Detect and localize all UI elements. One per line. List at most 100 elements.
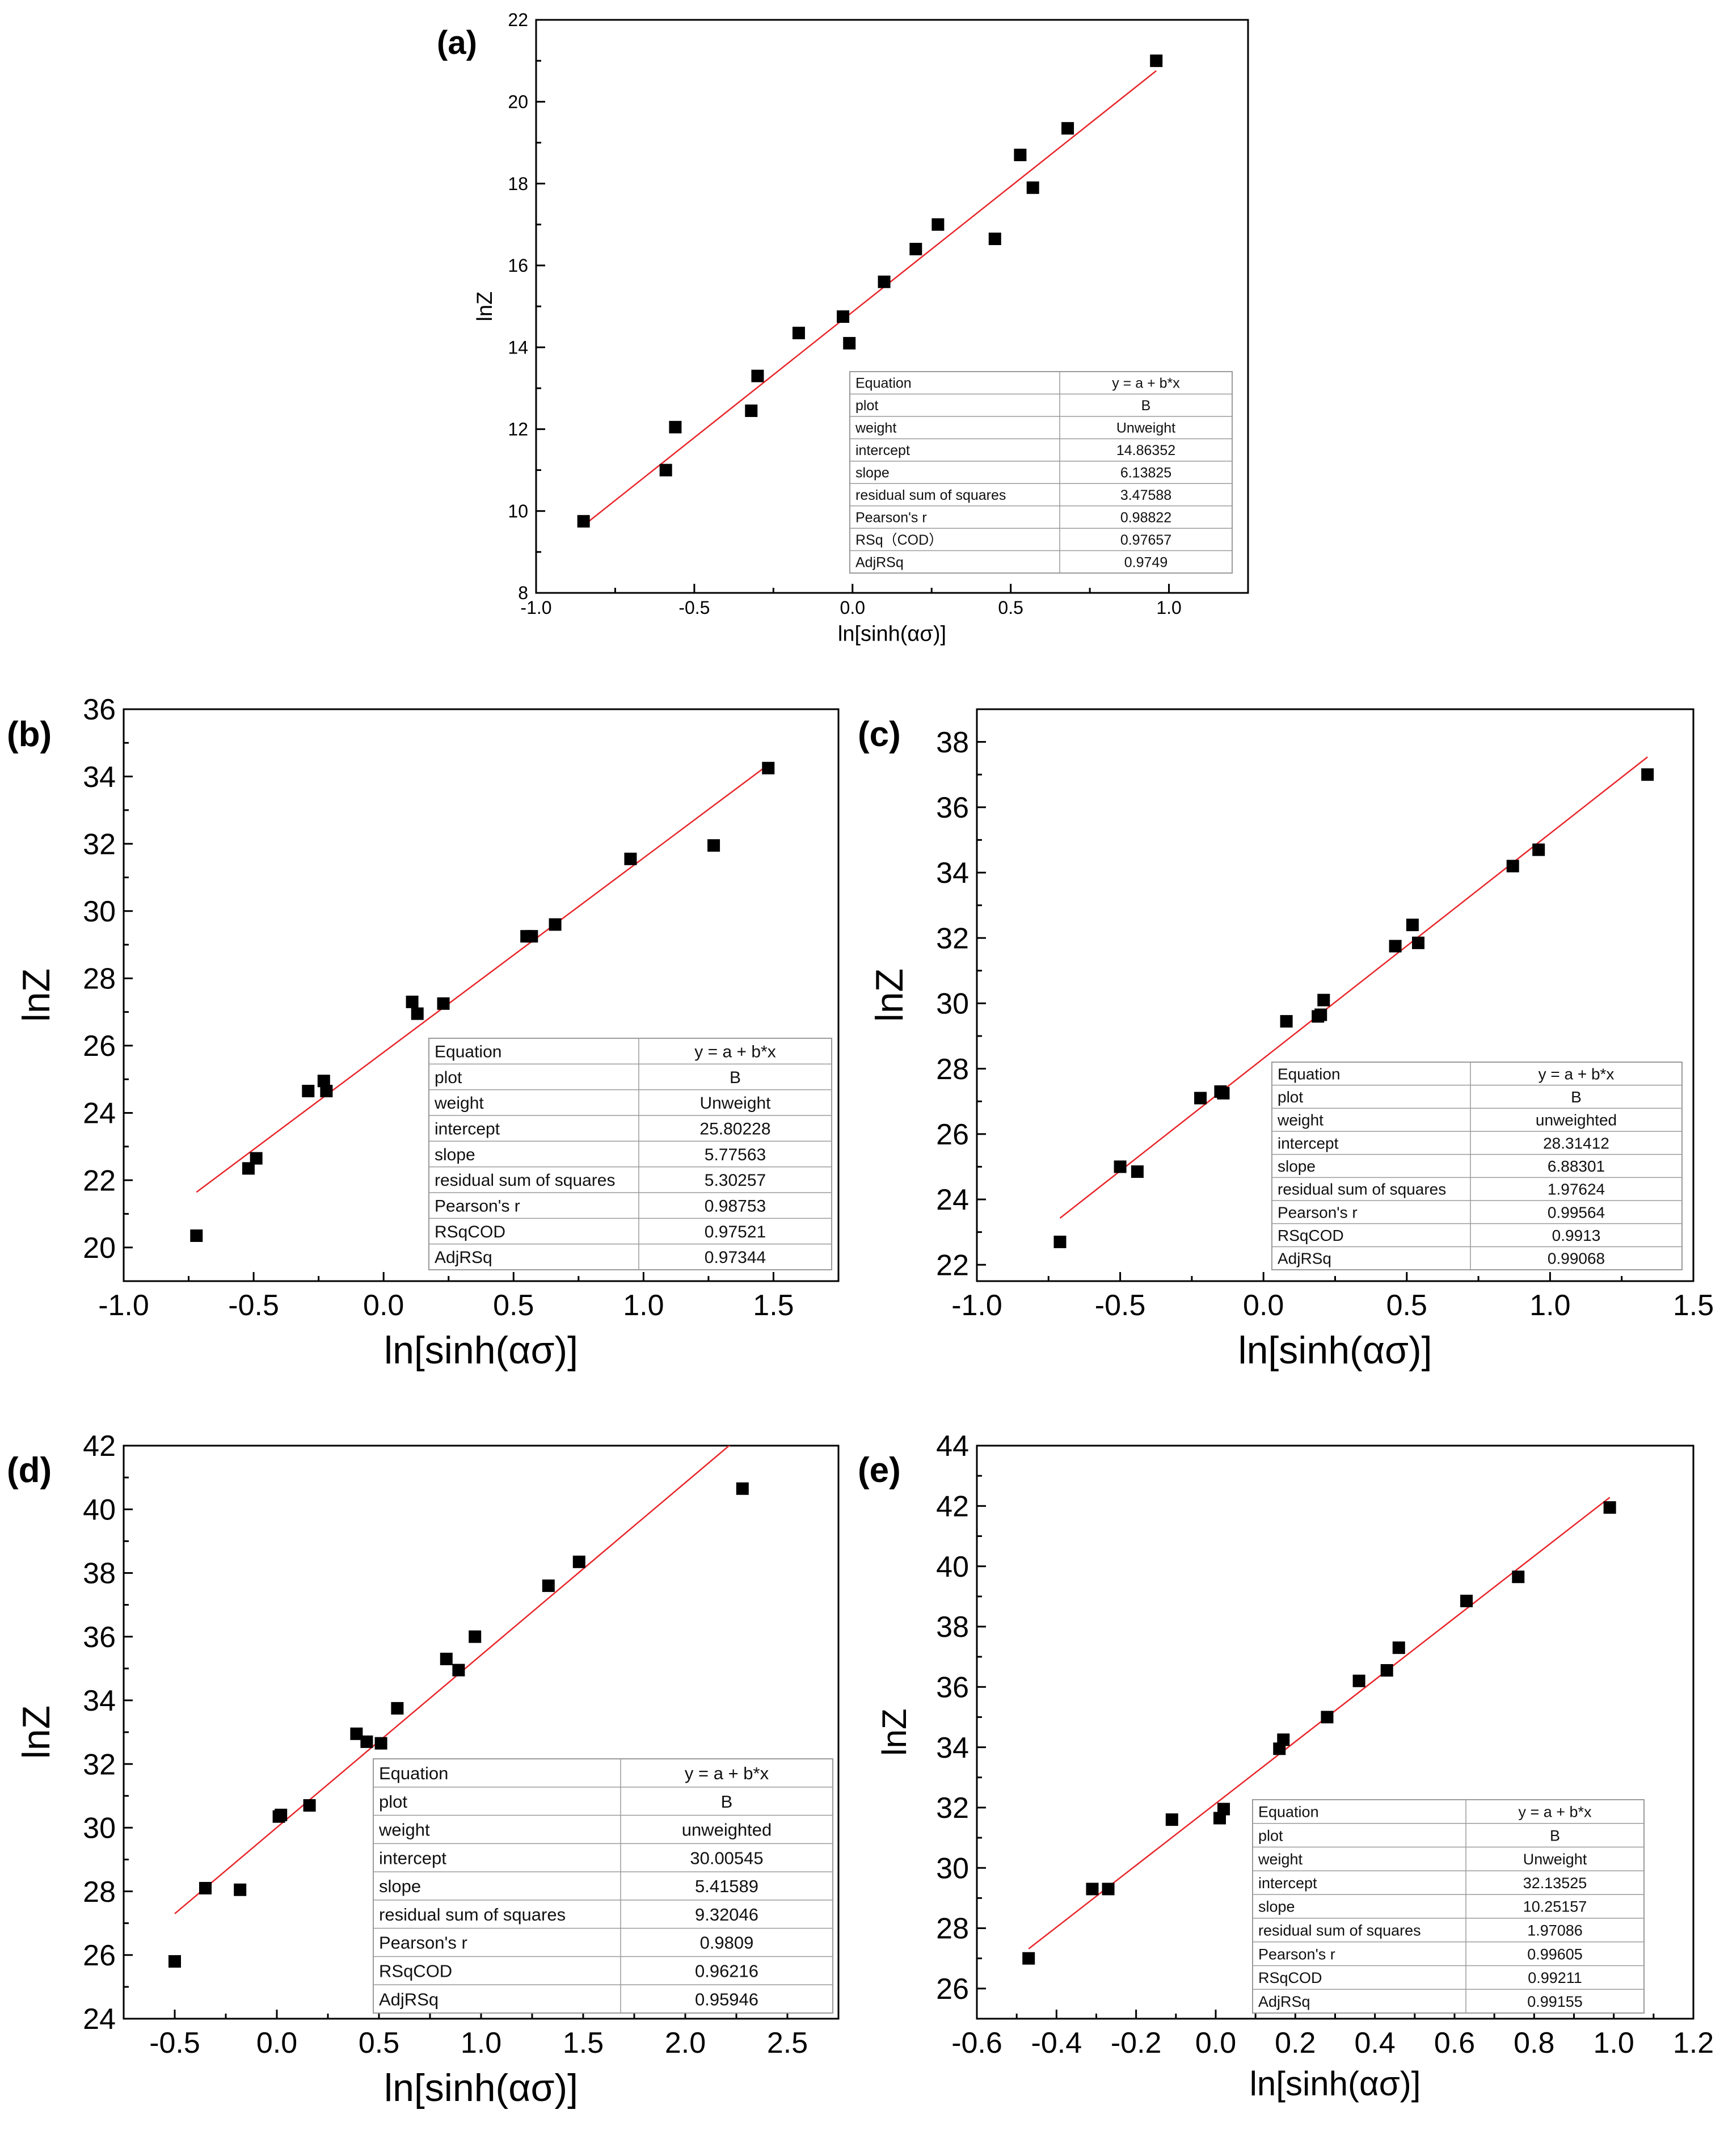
- stats-table-value: 5.30257: [705, 1171, 766, 1190]
- stats-table-value: 32.13525: [1523, 1875, 1587, 1892]
- stats-table-value: 30.00545: [690, 1848, 763, 1868]
- data-point: [669, 420, 682, 433]
- data-point: [452, 1664, 465, 1677]
- data-point: [469, 1630, 482, 1643]
- data-point: [1406, 919, 1419, 932]
- data-point: [707, 839, 720, 852]
- x-tick-label: 2.5: [767, 2027, 808, 2060]
- x-tick-label: 0.5: [1386, 1289, 1427, 1322]
- stats-table-value: 0.99155: [1527, 1993, 1583, 2010]
- y-tick-label: 20: [508, 91, 528, 112]
- stats-table-key: AdjRSq: [379, 1989, 439, 2009]
- data-point: [659, 464, 672, 477]
- y-tick-label: 10: [508, 501, 528, 521]
- x-tick-label: 0.2: [1275, 2027, 1316, 2060]
- stats-table-key: plot: [379, 1792, 407, 1812]
- data-point: [1277, 1733, 1290, 1746]
- stats-table-value: 0.98822: [1120, 509, 1171, 525]
- stats-table-key: intercept: [435, 1119, 500, 1138]
- y-tick-label: 22: [936, 1249, 969, 1282]
- y-tick-label: 44: [936, 1430, 969, 1463]
- y-tick-label: 38: [936, 726, 969, 759]
- x-tick-label: 1.2: [1673, 2027, 1714, 2060]
- stats-table-key: weight: [378, 1820, 430, 1840]
- data-point: [751, 369, 764, 382]
- data-point: [374, 1737, 387, 1750]
- stats-table-key: RSqCOD: [435, 1223, 505, 1241]
- data-point: [1506, 860, 1519, 873]
- stats-table-value: 0.97521: [705, 1223, 766, 1241]
- stats-table-value: 0.97657: [1120, 532, 1171, 548]
- y-tick-label: 26: [83, 1939, 116, 1972]
- y-tick-label: 30: [83, 895, 116, 928]
- y-tick-label: 30: [83, 1812, 116, 1845]
- stats-table-key: AdjRSq: [855, 554, 904, 570]
- y-tick-label: 38: [83, 1557, 116, 1590]
- data-point: [572, 1555, 585, 1568]
- data-point: [1352, 1674, 1365, 1687]
- chart-panel-e: -0.6 -0.4 -0.2 0.0 0.2 0.4 0.6 0.8 1.0 1.2 26 28 30 3…: [858, 1430, 1714, 2103]
- data-point: [1165, 1813, 1178, 1826]
- stats-table-key: Pearson's r: [855, 509, 927, 525]
- x-tick-label: -1.0: [98, 1289, 149, 1322]
- data-point: [1512, 1570, 1525, 1584]
- stats-table-value: 1.97086: [1527, 1922, 1583, 1939]
- x-tick-label: 2.0: [665, 2027, 706, 2060]
- data-point: [1412, 936, 1425, 949]
- data-point: [242, 1162, 255, 1175]
- stats-table-key: plot: [1278, 1088, 1303, 1106]
- x-tick-label: 1.0: [461, 2027, 501, 2060]
- data-point: [250, 1152, 263, 1165]
- x-tick-label: 1.5: [753, 1289, 794, 1322]
- data-point: [234, 1883, 247, 1896]
- x-axis-label: ln[sinh(ασ)]: [384, 2066, 578, 2109]
- data-point: [1131, 1165, 1144, 1178]
- stats-table-key: RSq（COD）: [855, 532, 943, 548]
- y-tick-label: 14: [508, 337, 528, 357]
- y-tick-label: 34: [83, 761, 116, 794]
- data-point: [792, 326, 805, 339]
- stats-table-value: 10.25157: [1523, 1898, 1587, 1915]
- y-tick-label: 42: [936, 1490, 969, 1523]
- y-tick-label: 38: [936, 1611, 969, 1644]
- stats-table-key: intercept: [855, 443, 910, 458]
- y-tick-label: 36: [83, 693, 116, 726]
- fit-line: [583, 70, 1157, 527]
- y-tick-label: 30: [936, 988, 969, 1021]
- chart-panel-b: -1.0 -0.5 0.0 0.5 1.0 1.5 20 22 24 26 28 30 32 34 36 ln…: [7, 693, 840, 1372]
- stats-table-value: 28.31412: [1543, 1134, 1609, 1152]
- data-point: [302, 1084, 315, 1097]
- stats-table-value: y = a + b*x: [685, 1763, 769, 1783]
- data-point: [1532, 843, 1545, 856]
- stats-table-key: Pearson's r: [1278, 1203, 1358, 1221]
- data-point: [1086, 1883, 1099, 1896]
- stats-table-key: Equation: [1278, 1065, 1341, 1083]
- fit-line: [1059, 756, 1648, 1219]
- y-axis-label: lnZ: [875, 1708, 913, 1755]
- data-point: [931, 218, 945, 231]
- data-point: [437, 997, 450, 1010]
- stats-table-key: AdjRSq: [435, 1248, 492, 1267]
- y-tick-label: 34: [83, 1685, 116, 1717]
- stats-table-value: 0.99605: [1527, 1946, 1583, 1963]
- stats-table-value: 0.9913: [1552, 1227, 1601, 1244]
- data-point: [317, 1075, 330, 1088]
- chart-panel-c: -1.0 -0.5 0.0 0.5 1.0 1.5 22 24 26 28 30 32 34 36 38 ln…: [858, 708, 1714, 1372]
- data-point: [1114, 1160, 1127, 1173]
- y-tick-label: 28: [83, 963, 116, 996]
- plot-frame: [123, 708, 840, 1282]
- x-axis-label: ln[sinh(ασ)]: [1250, 2065, 1421, 2103]
- stats-table-key: slope: [379, 1876, 421, 1896]
- x-tick-label: -0.5: [678, 597, 710, 618]
- stats-table-value: B: [1571, 1088, 1582, 1106]
- stats-table-value: 6.13825: [1120, 465, 1171, 481]
- stats-table-key: Equation: [855, 376, 912, 391]
- stats-table-value: unweighted: [682, 1820, 772, 1840]
- stats-table-value: 5.41589: [695, 1876, 758, 1896]
- y-tick-label: 22: [83, 1164, 116, 1197]
- stats-table-key: Equation: [1258, 1804, 1319, 1821]
- stats-table-key: plot: [435, 1068, 462, 1087]
- data-point: [320, 1084, 333, 1097]
- chart-panel-a: -1.0 -0.5 0.0 0.5 1.0 8 10 12 14 16 18 20 22 ln[sinh(…: [437, 10, 1249, 646]
- data-point: [1194, 1092, 1207, 1105]
